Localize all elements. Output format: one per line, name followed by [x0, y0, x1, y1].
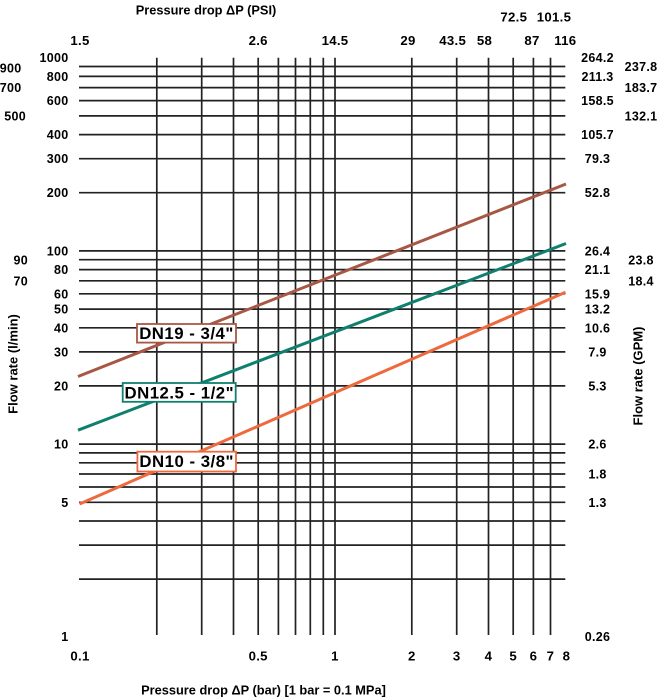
svg-text:100: 100	[47, 244, 69, 258]
svg-text:13.2: 13.2	[585, 303, 611, 317]
svg-text:200: 200	[47, 186, 69, 200]
svg-text:5.3: 5.3	[588, 379, 606, 393]
svg-text:14.5: 14.5	[322, 33, 349, 48]
svg-text:20: 20	[54, 379, 69, 393]
svg-text:300: 300	[47, 152, 69, 166]
svg-text:Flow rate (GPM): Flow rate (GPM)	[631, 327, 646, 426]
svg-text:58: 58	[477, 33, 492, 48]
svg-text:90: 90	[13, 253, 28, 267]
svg-text:183.7: 183.7	[625, 81, 658, 95]
svg-text:101.5: 101.5	[537, 9, 572, 24]
svg-text:7: 7	[547, 649, 555, 664]
svg-text:6: 6	[530, 649, 538, 664]
svg-text:8: 8	[563, 649, 571, 664]
svg-text:DN19 - 3/4": DN19 - 3/4"	[139, 324, 234, 343]
svg-text:79.3: 79.3	[585, 152, 611, 166]
svg-text:50: 50	[54, 303, 69, 317]
svg-text:2.6: 2.6	[588, 438, 606, 452]
svg-text:2.6: 2.6	[249, 33, 268, 48]
svg-text:1.5: 1.5	[70, 33, 89, 48]
svg-text:29: 29	[400, 33, 415, 48]
svg-text:43.5: 43.5	[439, 33, 466, 48]
svg-text:0.1: 0.1	[70, 649, 89, 664]
svg-text:DN12.5 - 1/2": DN12.5 - 1/2"	[124, 383, 234, 402]
svg-text:1.3: 1.3	[588, 496, 606, 510]
svg-text:500: 500	[4, 109, 26, 123]
svg-text:132.1: 132.1	[625, 109, 658, 123]
svg-text:80: 80	[54, 263, 69, 277]
svg-text:1: 1	[61, 630, 68, 644]
svg-text:70: 70	[13, 274, 28, 288]
svg-text:1000: 1000	[39, 51, 68, 65]
svg-text:72.5: 72.5	[500, 9, 527, 24]
svg-text:4: 4	[485, 649, 493, 664]
svg-text:105.7: 105.7	[581, 128, 614, 142]
svg-text:10.6: 10.6	[585, 321, 611, 335]
svg-text:5: 5	[509, 649, 517, 664]
svg-text:Pressure drop ΔP (PSI): Pressure drop ΔP (PSI)	[136, 2, 277, 17]
svg-text:87: 87	[524, 33, 539, 48]
svg-text:0.26: 0.26	[585, 630, 611, 644]
svg-text:0.5: 0.5	[249, 649, 268, 664]
svg-text:DN10 - 3/8": DN10 - 3/8"	[139, 452, 234, 471]
svg-text:10: 10	[54, 438, 69, 452]
svg-text:7.9: 7.9	[588, 345, 606, 359]
svg-text:3: 3	[453, 649, 461, 664]
svg-text:1.8: 1.8	[588, 468, 606, 482]
svg-text:40: 40	[54, 321, 69, 335]
svg-text:158.5: 158.5	[581, 94, 614, 108]
svg-text:600: 600	[47, 94, 69, 108]
svg-text:1: 1	[331, 649, 339, 664]
svg-text:23.8: 23.8	[628, 253, 654, 267]
svg-text:211.3: 211.3	[581, 70, 613, 84]
svg-text:237.8: 237.8	[625, 60, 658, 74]
svg-text:900: 900	[0, 62, 22, 76]
svg-text:116: 116	[554, 33, 576, 48]
svg-text:52.8: 52.8	[585, 186, 611, 200]
svg-text:5: 5	[61, 496, 68, 510]
svg-text:Flow rate (l/min): Flow rate (l/min)	[6, 314, 21, 414]
svg-text:264.2: 264.2	[581, 51, 614, 65]
svg-text:400: 400	[47, 128, 69, 142]
svg-text:15.9: 15.9	[585, 287, 611, 301]
svg-text:30: 30	[54, 345, 69, 359]
svg-text:26.4: 26.4	[585, 244, 611, 258]
svg-text:800: 800	[47, 70, 69, 84]
svg-text:2: 2	[408, 649, 416, 664]
svg-text:21.1: 21.1	[585, 263, 611, 277]
svg-text:60: 60	[54, 287, 69, 301]
svg-text:18.4: 18.4	[628, 274, 654, 288]
svg-text:Pressure drop ΔP (bar) [1 bar: Pressure drop ΔP (bar) [1 bar = 0.1 MPa]	[141, 682, 386, 697]
svg-text:700: 700	[0, 81, 22, 95]
